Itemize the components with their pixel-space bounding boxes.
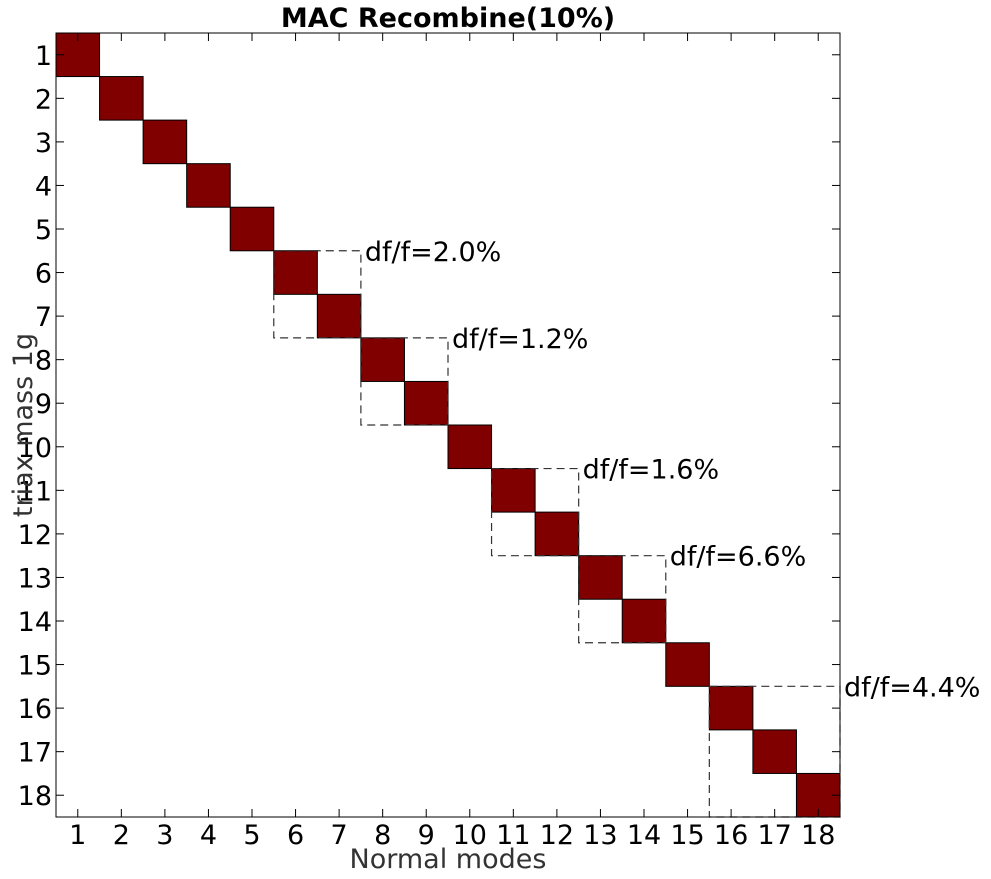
annotations: df/f=2.0% df/f=1.2% df/f=1.6% df/f=6.6% df/f… (273, 237, 980, 818)
heatmap-cell-14 (621, 598, 667, 644)
annotation-box-3 (490, 467, 580, 557)
x-tick-label-6: 6 (287, 820, 304, 851)
y-tick-label-9: 9 (35, 389, 52, 420)
annotation-label-5: df/f=4.4% (844, 672, 980, 703)
annotation-label-4: df/f=6.6% (670, 542, 806, 573)
y-tick-label-17: 17 (18, 738, 52, 769)
x-tick-label-4: 4 (200, 820, 217, 851)
heatmap-cell-3 (142, 119, 188, 165)
y-tick-label-18: 18 (18, 781, 52, 812)
x-tick-label-2: 2 (113, 820, 130, 851)
y-tick-label-1: 1 (35, 41, 52, 72)
y-tick-label-13: 13 (18, 563, 52, 594)
y-tick-label-5: 5 (35, 215, 52, 246)
x-tick-label-15: 15 (670, 820, 704, 851)
annotation-box-1 (273, 250, 362, 339)
heatmap-cell-4 (186, 163, 231, 208)
x-axis-label: Normal modes (350, 844, 547, 875)
y-tick-label-10: 10 (18, 433, 52, 464)
heatmap-cell-8 (360, 337, 405, 382)
x-tick-label-13: 13 (583, 820, 617, 851)
heatmap-cell-12 (534, 511, 580, 557)
heatmap-cell-2 (99, 76, 144, 121)
chart-title: MAC Recombine(10%) (281, 3, 615, 34)
x-tick-label-17: 17 (757, 820, 791, 851)
annotation-label-1: df/f=2.0% (365, 237, 501, 268)
y-tick-label-15: 15 (18, 651, 52, 682)
heatmap-cell-9 (403, 380, 449, 426)
heatmap-cell-11 (491, 468, 536, 513)
y-tick-label-12: 12 (18, 520, 52, 551)
heatmap-cells (55, 32, 841, 818)
y-tick-label-2: 2 (35, 84, 52, 115)
x-tick-label-1: 1 (69, 820, 86, 851)
x-tick-label-14: 14 (627, 820, 661, 851)
plot-frame (55, 32, 841, 818)
x-tick-label-12: 12 (540, 820, 574, 851)
heatmap-cell-5 (229, 206, 275, 252)
y-tick-label-14: 14 (18, 607, 52, 638)
x-tick-label-5: 5 (243, 820, 260, 851)
y-axis-label: triax mass 1g (8, 333, 39, 517)
x-tick-label-18: 18 (801, 820, 835, 851)
tick-labels: 1 2 3 4 5 6 7 8 9 10 11 12 13 14 15 16 17 181234567891011… (18, 41, 836, 851)
y-tick-label-3: 3 (35, 128, 52, 159)
x-tick-label-10: 10 (453, 820, 487, 851)
x-tick-label-9: 9 (418, 820, 435, 851)
heatmap-cell-10 (447, 424, 493, 470)
annotation-box-2 (360, 337, 449, 426)
heatmap-cell-7 (316, 293, 362, 339)
y-tick-label-11: 11 (18, 476, 52, 507)
annotation-label-2: df/f=1.2% (452, 324, 588, 355)
x-tick-label-16: 16 (714, 820, 748, 851)
x-tick-label-3: 3 (156, 820, 173, 851)
axis-ticks (56, 33, 840, 817)
heatmap-cell-13 (578, 555, 623, 600)
heatmap-cell-15 (665, 642, 710, 687)
heatmap-cell-17 (752, 729, 797, 774)
annotation-box-4 (578, 555, 667, 644)
y-tick-label-4: 4 (35, 171, 52, 202)
x-tick-label-11: 11 (496, 820, 530, 851)
x-tick-label-8: 8 (374, 820, 391, 851)
heatmap-cell-16 (708, 685, 754, 731)
annotation-label-3: df/f=1.6% (583, 455, 719, 486)
x-tick-label-7: 7 (331, 820, 348, 851)
heatmap-cell-6 (273, 250, 318, 295)
y-tick-label-16: 16 (18, 694, 52, 725)
y-tick-label-7: 7 (35, 302, 52, 333)
y-tick-label-8: 8 (35, 346, 52, 377)
y-tick-label-6: 6 (35, 259, 52, 290)
